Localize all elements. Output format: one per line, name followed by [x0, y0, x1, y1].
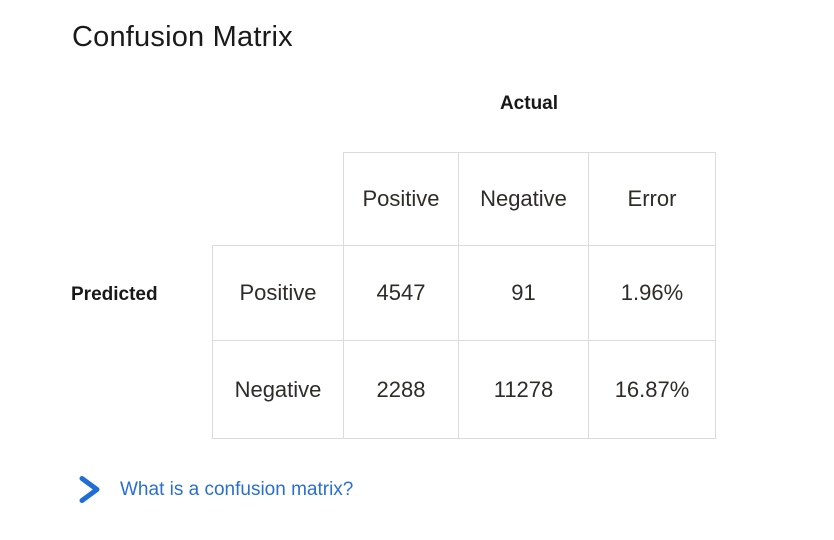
help-link-row[interactable]: What is a confusion matrix?: [78, 475, 353, 504]
row-label-positive: Positive: [212, 245, 344, 341]
col-header-error: Error: [588, 152, 716, 246]
actual-axis-label: Actual: [499, 93, 559, 114]
cell-error-rate-positive: 1.96%: [588, 245, 716, 341]
page-title: Confusion Matrix: [72, 21, 293, 53]
chevron-right-icon[interactable]: [78, 475, 102, 504]
cell-true-negative: 11278: [458, 340, 589, 439]
predicted-axis-label: Predicted: [71, 284, 158, 305]
cell-true-positive: 4547: [343, 245, 459, 341]
table-row-predicted-positive: Positive 4547 91 1.96%: [212, 245, 716, 341]
column-header-row: Positive Negative Error: [213, 152, 716, 246]
cell-false-negative: 2288: [343, 340, 459, 439]
table-row-predicted-negative: Negative 2288 11278 16.87%: [212, 340, 716, 439]
cell-false-positive: 91: [458, 245, 589, 341]
confusion-matrix-table: Positive Negative Error Positive 4547 91…: [212, 152, 716, 439]
row-label-negative: Negative: [212, 340, 344, 439]
what-is-confusion-matrix-link[interactable]: What is a confusion matrix?: [120, 478, 354, 500]
col-header-negative: Negative: [458, 152, 589, 246]
corner-spacer: [213, 153, 344, 246]
cell-error-rate-negative: 16.87%: [588, 340, 716, 439]
col-header-positive: Positive: [343, 152, 459, 246]
